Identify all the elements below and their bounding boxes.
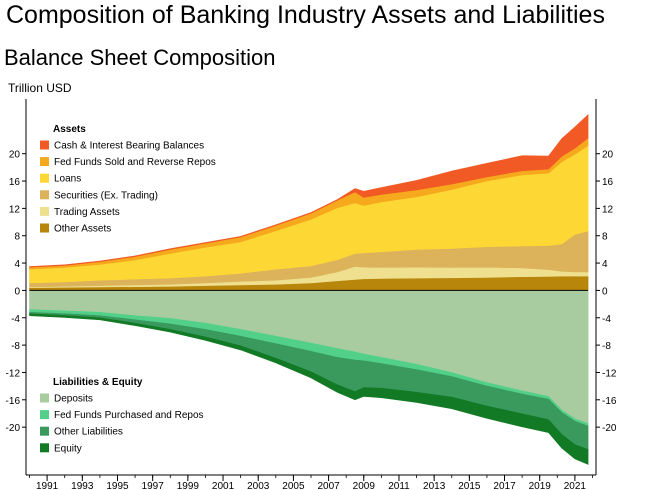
x-tick-label: 2021 <box>564 481 587 490</box>
y-tick-label-right: 16 <box>602 177 614 188</box>
x-tick-label: 2005 <box>282 481 305 490</box>
legend-liabilities-and-equity: Liabilities & Equity Deposits Fed Funds Pu… <box>40 377 204 454</box>
legend-swatch <box>40 206 49 216</box>
legend-heading: Assets <box>53 124 86 135</box>
y-tick-label-left: -8 <box>11 341 20 352</box>
legend-assets: Assets Cash & Interest Bearing Balances Fe… <box>40 124 216 235</box>
y-tick-label-left: -4 <box>11 314 20 325</box>
y-tick-label-right: 4 <box>602 259 608 270</box>
legend-label: Loans <box>54 174 81 185</box>
x-tick-label: 2015 <box>458 481 481 490</box>
x-tick-label: 1993 <box>71 481 94 490</box>
x-tick-label: 2003 <box>247 481 270 490</box>
x-tick-label: 2019 <box>529 481 552 490</box>
y-tick-label-left: 8 <box>14 232 20 243</box>
area-equity <box>29 313 589 465</box>
y-tick-label-left: 4 <box>14 259 20 270</box>
legend-label: Securities (Ex. Trading) <box>54 190 158 201</box>
legend-swatch <box>40 393 49 403</box>
legend-swatch <box>40 157 49 167</box>
legend-label: Fed Funds Sold and Reverse Repos <box>54 157 216 168</box>
x-tick-label: 1997 <box>142 481 165 490</box>
y-tick-label-right: -16 <box>602 396 617 407</box>
y-axis-units: Trillion USD <box>8 81 72 95</box>
y-tick-label-left: -16 <box>6 396 21 407</box>
legend-heading: Liabilities & Equity <box>53 377 143 388</box>
x-tick-label: 2017 <box>493 481 516 490</box>
y-tick-label-right: 20 <box>602 150 614 161</box>
y-tick-label-right: -8 <box>602 341 611 352</box>
x-tick-label: 2007 <box>317 481 340 490</box>
legend-swatch <box>40 443 49 453</box>
x-tick-label: 2013 <box>423 481 446 490</box>
y-tick-label-right: -4 <box>602 314 611 325</box>
y-tick-label-left: -12 <box>6 368 21 379</box>
legend-swatch <box>40 140 49 150</box>
legend-label: Other Assets <box>54 224 111 235</box>
y-tick-label-left: 16 <box>9 177 21 188</box>
y-tick-label-right: 12 <box>602 204 614 215</box>
legend-label: Cash & Interest Bearing Balances <box>54 141 204 152</box>
legend-label: Other Liabilities <box>54 427 123 438</box>
legend-label: Fed Funds Purchased and Repos <box>54 410 204 421</box>
x-tick-label: 1999 <box>177 481 200 490</box>
legend-swatch <box>40 410 49 420</box>
page-title: Composition of Banking Industry Assets a… <box>6 1 605 29</box>
legend-label: Deposits <box>54 394 93 405</box>
y-tick-label-right: -20 <box>602 423 617 434</box>
legend-swatch <box>40 426 49 436</box>
legend-label: Trading Assets <box>54 207 120 218</box>
axes: -20 -20 -16 -16 -12 -12 -8 -8 -4 -4 0 0 4 4 8 8 12 12 16 16… <box>6 99 617 490</box>
y-tick-label-right: 0 <box>602 286 608 297</box>
area-cash-and-interest-bearing-balances <box>29 114 589 268</box>
chart-subtitle: Balance Sheet Composition <box>4 45 276 70</box>
y-tick-label-left: 20 <box>9 150 21 161</box>
y-tick-label-left: 0 <box>14 286 20 297</box>
x-tick-label: 2009 <box>353 481 376 490</box>
y-tick-label-left: -20 <box>6 423 21 434</box>
legend-swatch <box>40 190 49 200</box>
y-tick-label-left: 12 <box>9 204 21 215</box>
x-tick-label: 2001 <box>212 481 235 490</box>
legend-label: Equity <box>54 443 82 454</box>
y-tick-label-right: -12 <box>602 368 617 379</box>
x-tick-label: 1995 <box>106 481 129 490</box>
legend-swatch <box>40 223 49 233</box>
x-tick-label: 1991 <box>36 481 59 490</box>
legend-swatch <box>40 173 49 183</box>
y-tick-label-right: 8 <box>602 232 608 243</box>
legends: Assets Cash & Interest Bearing Balances Fe… <box>40 124 216 454</box>
x-tick-label: 2011 <box>388 481 410 490</box>
plot-areas <box>29 114 589 465</box>
